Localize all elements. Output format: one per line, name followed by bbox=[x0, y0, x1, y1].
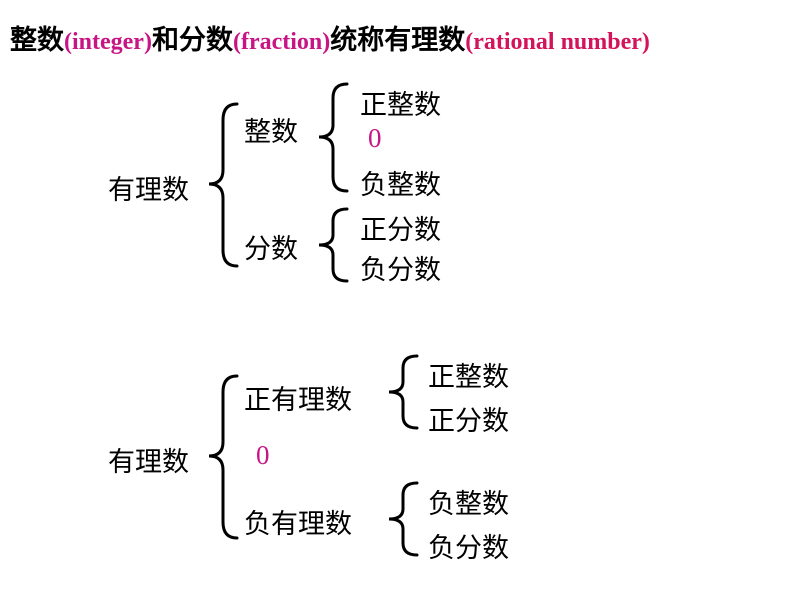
tree1-neg-integer: 负整数 bbox=[360, 163, 441, 202]
tree1-fraction: 分数 bbox=[244, 227, 298, 266]
tree2-pos-rational: 正有理数 bbox=[244, 378, 352, 417]
tree2-brace-pos bbox=[385, 352, 425, 432]
tree2-neg-integer: 负整数 bbox=[428, 482, 509, 521]
tree1-brace-integer bbox=[315, 80, 355, 195]
title-seg-4: (fraction) bbox=[233, 29, 330, 55]
title-seg-5: 统称有理数 bbox=[330, 25, 465, 55]
tree1-integer: 整数 bbox=[244, 110, 298, 149]
tree1-root: 有理数 bbox=[108, 168, 189, 207]
tree2-neg-rational: 负有理数 bbox=[244, 502, 352, 541]
tree2-neg-fraction: 负分数 bbox=[428, 526, 509, 565]
tree2-brace-neg bbox=[385, 479, 425, 559]
tree2-pos-integer: 正整数 bbox=[428, 355, 509, 394]
title-seg-6: (rational number) bbox=[465, 29, 650, 55]
tree1-brace-root bbox=[205, 100, 245, 270]
tree2-root: 有理数 bbox=[108, 440, 189, 479]
tree2-brace-root bbox=[205, 372, 245, 542]
title-line: 整数(integer)和分数(fraction)统称有理数(rational n… bbox=[10, 18, 650, 57]
title-seg-1: 整数 bbox=[10, 25, 64, 55]
tree1-brace-fraction bbox=[315, 205, 355, 285]
title-seg-3: 和分数 bbox=[152, 25, 233, 55]
tree1-pos-fraction: 正分数 bbox=[360, 208, 441, 247]
tree2-zero: 0 bbox=[256, 440, 270, 471]
tree2-pos-fraction: 正分数 bbox=[428, 399, 509, 438]
tree1-zero: 0 bbox=[368, 123, 382, 154]
tree1-neg-fraction: 负分数 bbox=[360, 248, 441, 287]
title-seg-2: (integer) bbox=[64, 29, 152, 55]
tree1-pos-integer: 正整数 bbox=[360, 83, 441, 122]
